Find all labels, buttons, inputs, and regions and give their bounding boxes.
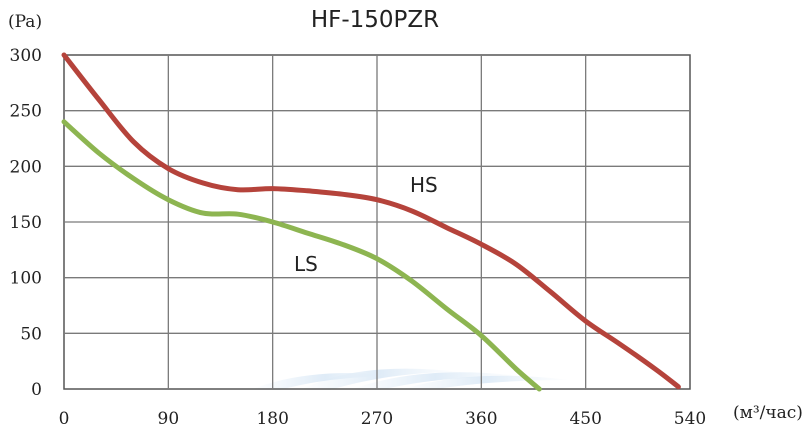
x-tick-label: 450 [569, 409, 601, 428]
series-line-hs [61, 52, 681, 390]
chart-labels: HF-150PZR (Pa) (м³/час) HS LS 0 90 180 270 3… [8, 7, 803, 428]
y-tick-label: 50 [20, 324, 42, 344]
series-label-ls: LS [294, 252, 318, 276]
x-axis-unit-label: (м³/час) [733, 403, 803, 423]
x-tick-label: 0 [59, 409, 70, 428]
y-tick-label: 100 [10, 269, 42, 289]
y-tick-label: 250 [10, 102, 42, 122]
y-tick-label: 150 [10, 213, 42, 233]
chart-grid [63, 54, 691, 390]
chart-title: HF-150PZR [311, 7, 439, 33]
series-label-hs: HS [410, 173, 438, 197]
x-tick-label: 90 [158, 409, 180, 428]
x-tick-label: 270 [361, 409, 393, 428]
x-tick-label: 540 [674, 409, 706, 428]
x-tick-label: 180 [256, 409, 288, 428]
y-axis-unit-label: (Pa) [8, 12, 42, 32]
series-line-ls [61, 119, 542, 392]
y-tick-label: 0 [31, 380, 42, 400]
y-tick-label: 200 [10, 157, 42, 177]
chart-series [61, 52, 681, 392]
y-tick-label: 300 [10, 46, 42, 66]
x-tick-label: 360 [465, 409, 497, 428]
